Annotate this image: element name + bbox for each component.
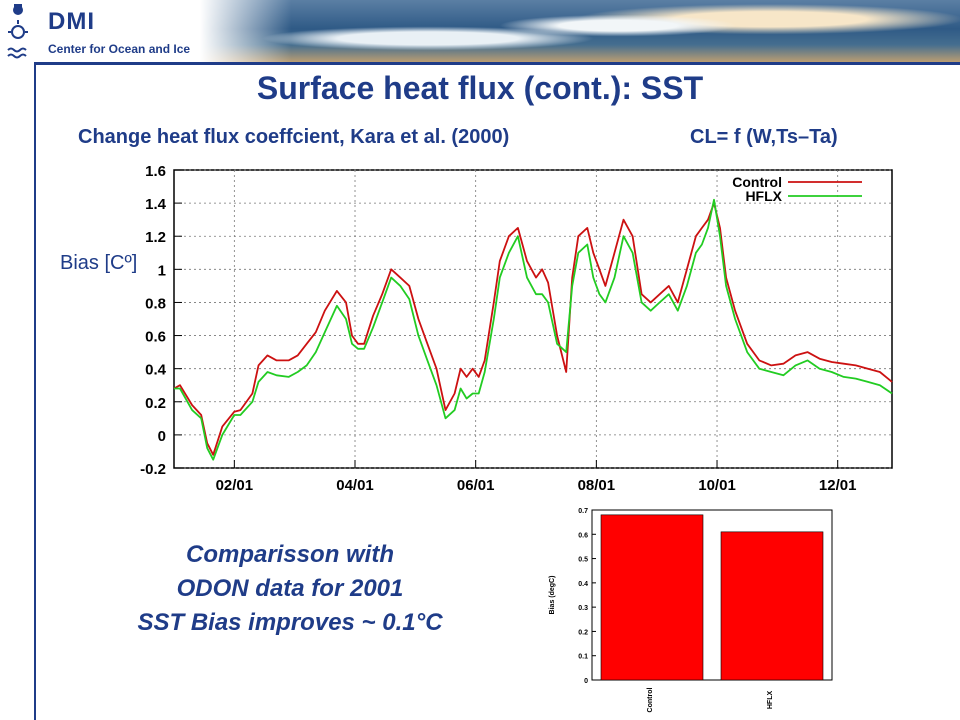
bar-control bbox=[600, 514, 704, 681]
y-tick-label: 1.6 bbox=[145, 163, 166, 180]
comparison-text: Comparisson with ODON data for 2001 SST … bbox=[60, 538, 520, 640]
bar-y-tick-label: 0.2 bbox=[578, 629, 588, 636]
left-sidebar bbox=[0, 0, 36, 720]
bar-y-tick-label: 0.4 bbox=[578, 581, 588, 588]
bar-y-tick-label: 0.5 bbox=[578, 557, 588, 564]
slide-subtitle: Change heat flux coeffcient, Kara et al.… bbox=[78, 126, 510, 148]
bar-y-tick-label: 0 bbox=[584, 678, 588, 685]
dmi-crest-icon bbox=[7, 4, 28, 59]
y-tick-label: 1.4 bbox=[145, 196, 167, 213]
y-tick-label: 1 bbox=[158, 262, 166, 279]
main-line-chart: 1.6 1.4 1.2 1 0.8 0.6 0.4 0.2 0 -0.2 02/01 04/01 06/… bbox=[140, 163, 893, 494]
y-tick-label: -0.2 bbox=[140, 461, 166, 478]
bar-y-tick-label: 0.1 bbox=[578, 654, 588, 661]
y-tick-label: 0.2 bbox=[145, 395, 166, 412]
comparison-line-1: Comparisson with bbox=[185, 541, 395, 568]
legend-label: HFLX bbox=[745, 188, 782, 204]
y-tick-label: 1.2 bbox=[145, 229, 166, 246]
y-tick-label: 0.8 bbox=[145, 295, 166, 312]
bar-hflx bbox=[720, 531, 824, 681]
x-tick-label: 04/01 bbox=[336, 477, 374, 494]
header-banner: DMI Center for Ocean and Ice bbox=[0, 0, 960, 64]
series-line-control bbox=[173, 202, 893, 456]
bar-y-tick-label: 0.6 bbox=[578, 532, 588, 539]
legend-label: Control bbox=[732, 174, 782, 190]
bar-y-tick-label: 0.3 bbox=[578, 605, 588, 612]
slide-title: Surface heat flux (cont.): SST bbox=[256, 70, 704, 106]
header-sea-photo bbox=[200, 0, 960, 64]
bar-y-tick-label: 0.7 bbox=[578, 508, 588, 515]
x-tick-label: 02/01 bbox=[216, 477, 254, 494]
bar-y-axis-label: Bias (degC) bbox=[549, 576, 556, 615]
header-divider bbox=[34, 62, 960, 65]
bias-bar-chart: 0.7 0.6 0.5 0.4 0.3 0.2 0.1 0 Bias (degC) Control… bbox=[549, 508, 833, 713]
bar-category-label: HFLX bbox=[767, 691, 774, 710]
slide-formula: CL= f (W,Ts–Ta) bbox=[690, 126, 838, 148]
comparison-line-3: SST Bias improves ~ 0.1°C bbox=[137, 609, 443, 636]
series-line-hflx bbox=[174, 198, 893, 461]
comparison-line-2: ODON data for 2001 bbox=[176, 575, 404, 602]
y-tick-label: 0.6 bbox=[145, 329, 166, 346]
x-tick-label: 12/01 bbox=[819, 477, 857, 494]
x-tick-label: 06/01 bbox=[457, 477, 495, 494]
x-tick-label: 10/01 bbox=[698, 477, 736, 494]
bar-category-label: Control bbox=[647, 688, 654, 713]
x-tick-label: 08/01 bbox=[578, 477, 616, 494]
plot-frame bbox=[173, 169, 893, 469]
dmi-subtitle: Center for Ocean and Ice bbox=[48, 42, 191, 56]
y-tick-label: 0.4 bbox=[145, 362, 167, 379]
main-chart-ylabel: Bias [Cº] bbox=[60, 252, 138, 274]
dmi-logo: DMI bbox=[48, 8, 95, 35]
y-tick-label: 0 bbox=[158, 428, 166, 445]
